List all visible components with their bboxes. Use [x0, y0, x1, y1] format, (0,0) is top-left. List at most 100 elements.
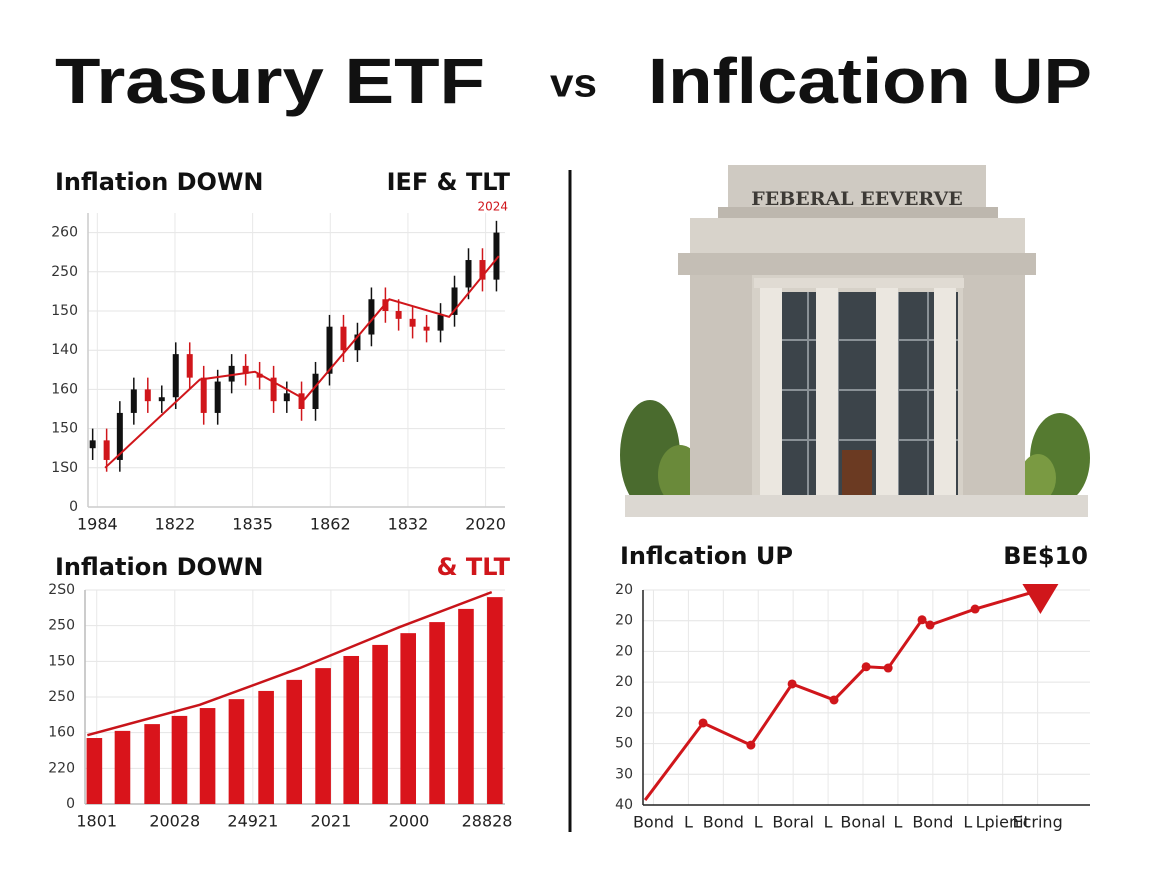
chart-subtitle: BE$10 — [1003, 542, 1088, 570]
y-tick-label: 150 — [48, 653, 75, 669]
candle-body — [256, 373, 263, 378]
y-tick-label: 250 — [48, 689, 75, 705]
y-tick-label: 0 — [69, 499, 78, 515]
chart-title: Inflation DOWN — [55, 553, 264, 581]
candle-body — [130, 389, 137, 413]
bar — [228, 699, 245, 804]
bar — [171, 715, 188, 804]
bar — [199, 708, 216, 804]
point — [883, 663, 893, 673]
y-tick-label: 20 — [615, 643, 633, 659]
x-tick-label: Bond — [633, 813, 674, 832]
candle-body — [340, 326, 347, 351]
candle-body — [186, 354, 193, 378]
end-marker — [1022, 584, 1059, 614]
x-tick-label: L — [824, 813, 833, 832]
candle-body — [228, 365, 235, 382]
bar — [429, 622, 445, 804]
bar — [86, 738, 103, 804]
x-tick-label: L — [684, 813, 693, 832]
capitals — [754, 278, 964, 288]
y-tick-label: 20 — [615, 705, 633, 721]
entablature — [690, 218, 1025, 256]
x-tick-label: Bond — [912, 813, 953, 832]
candle-body — [89, 440, 96, 449]
x-tick-label: 2021 — [311, 812, 352, 831]
y-tick-label: 50 — [615, 736, 633, 752]
x-tick-label: 2020 — [465, 515, 506, 534]
x-tick-label: L — [893, 813, 902, 832]
column — [876, 285, 898, 495]
y-tick-label: 160 — [48, 725, 75, 741]
bar — [400, 633, 417, 804]
x-tick-label: 20028 — [149, 812, 200, 831]
candle-body — [200, 377, 207, 413]
title-vs: vs — [550, 62, 597, 106]
candle-body — [298, 393, 305, 409]
candle-body — [451, 287, 458, 315]
candle-body — [354, 334, 361, 351]
x-tick-label: Bond — [703, 813, 744, 832]
point — [925, 620, 935, 630]
x-tick-label: Bonal — [840, 813, 885, 832]
point — [746, 740, 756, 750]
y-tick-label: 2S0 — [48, 582, 75, 598]
column — [760, 285, 782, 495]
trend-line — [104, 255, 500, 469]
bar — [258, 690, 274, 804]
x-tick-label: Ecring — [1013, 813, 1063, 832]
y-tick-label: 250 — [48, 618, 75, 634]
candle-body — [172, 354, 179, 398]
bar — [315, 668, 331, 804]
bar — [458, 608, 474, 804]
y-tick-label: 150 — [51, 303, 78, 319]
y-tick-label: 30 — [615, 766, 633, 782]
chart-title: Inflcation UP — [620, 542, 793, 570]
y-tick-label: 0 — [66, 796, 75, 812]
pylon — [690, 275, 752, 497]
candle-body — [242, 365, 249, 374]
candle-body — [270, 377, 277, 402]
x-tick-label: Boral — [772, 813, 814, 832]
y-tick-label: 160 — [51, 381, 78, 397]
column — [816, 285, 838, 495]
bar — [144, 724, 160, 804]
candle-body — [144, 389, 151, 402]
cornice — [718, 207, 998, 219]
inscription: FEBERAL EEVERVE — [751, 188, 963, 210]
candle-body — [326, 326, 333, 374]
point — [698, 718, 708, 728]
bar — [286, 679, 303, 804]
column — [934, 285, 956, 495]
pylon — [963, 275, 1025, 497]
candle-body — [103, 440, 110, 460]
tree — [1020, 454, 1056, 502]
point — [787, 679, 797, 689]
y-tick-label: 1S0 — [51, 460, 78, 476]
y-tick-label: 20 — [615, 674, 633, 690]
y-tick-label: 40 — [615, 797, 633, 813]
candle-body — [465, 260, 472, 288]
chart-subtitle: & TLT — [437, 553, 511, 581]
candle-body — [479, 260, 486, 280]
y-tick-label: 250 — [51, 264, 78, 280]
point — [829, 695, 839, 705]
x-tick-label: 1832 — [388, 515, 429, 534]
building-photo: FEBERAL EEVERVE — [620, 160, 1090, 517]
trend-curve — [87, 590, 493, 737]
point — [970, 604, 980, 614]
candle-body — [368, 299, 375, 335]
candle-body — [214, 381, 221, 413]
x-tick-label: 24921 — [227, 812, 278, 831]
candle-body — [437, 314, 444, 331]
chart-title: Inflation DOWN — [55, 168, 264, 196]
x-tick-label: 1862 — [310, 515, 351, 534]
x-tick-label: L — [754, 813, 763, 832]
y-tick-label: 260 — [51, 225, 78, 241]
candle-body — [493, 232, 500, 280]
y-tick-label: 150 — [51, 421, 78, 437]
bar — [343, 655, 360, 804]
y-tick-label: 20 — [615, 582, 633, 598]
